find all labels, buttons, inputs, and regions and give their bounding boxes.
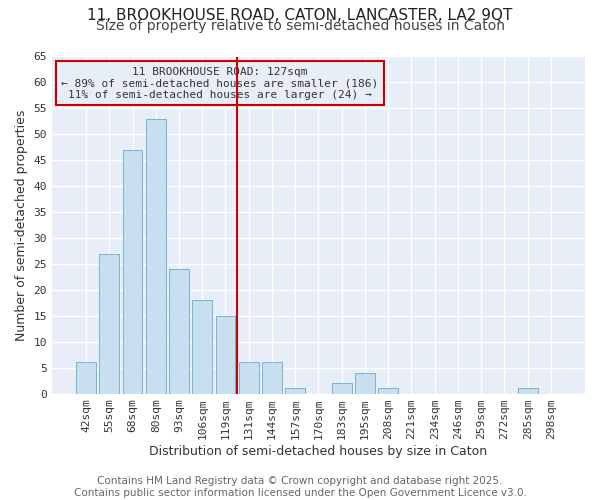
Bar: [262, 362, 282, 394]
Bar: [518, 388, 538, 394]
Bar: [379, 388, 398, 394]
Text: 11 BROOKHOUSE ROAD: 127sqm
← 89% of semi-detached houses are smaller (186)
11% o: 11 BROOKHOUSE ROAD: 127sqm ← 89% of semi…: [61, 66, 379, 100]
Bar: [239, 362, 259, 394]
Bar: [193, 300, 212, 394]
X-axis label: Distribution of semi-detached houses by size in Caton: Distribution of semi-detached houses by …: [149, 444, 488, 458]
Text: Size of property relative to semi-detached houses in Caton: Size of property relative to semi-detach…: [95, 19, 505, 33]
Bar: [100, 254, 119, 394]
Text: Contains HM Land Registry data © Crown copyright and database right 2025.
Contai: Contains HM Land Registry data © Crown c…: [74, 476, 526, 498]
Bar: [146, 118, 166, 394]
Bar: [122, 150, 142, 394]
Bar: [169, 269, 189, 394]
Bar: [215, 316, 235, 394]
Bar: [286, 388, 305, 394]
Bar: [355, 373, 375, 394]
Bar: [76, 362, 96, 394]
Bar: [332, 383, 352, 394]
Text: 11, BROOKHOUSE ROAD, CATON, LANCASTER, LA2 9QT: 11, BROOKHOUSE ROAD, CATON, LANCASTER, L…: [88, 8, 512, 22]
Y-axis label: Number of semi-detached properties: Number of semi-detached properties: [15, 110, 28, 340]
